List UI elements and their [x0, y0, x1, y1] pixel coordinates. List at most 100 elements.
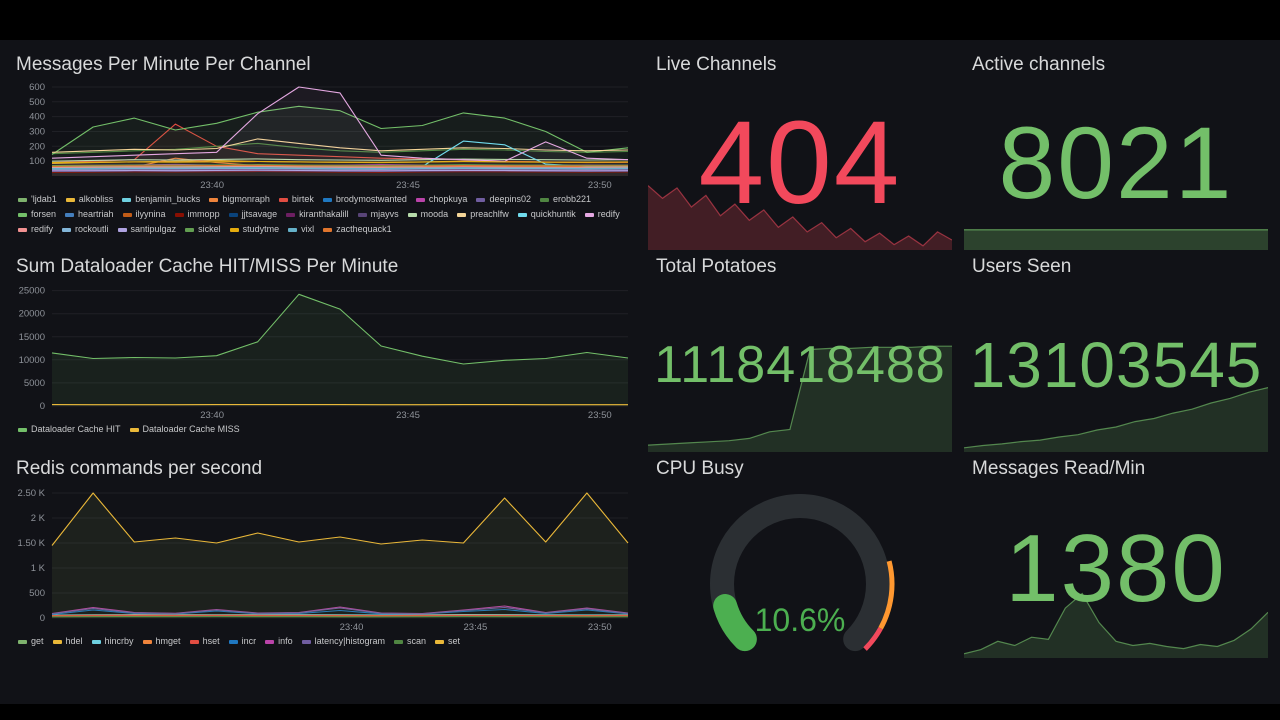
panel-title-cpu-busy[interactable]: CPU Busy [656, 458, 744, 479]
legend-swatch [18, 639, 27, 644]
legend-item[interactable]: redify [18, 223, 53, 236]
legend-item[interactable]: set [435, 635, 460, 648]
legend-item[interactable]: info [265, 635, 293, 648]
legend-label: chopkuya [428, 194, 468, 204]
legend-item[interactable]: chopkuya [415, 193, 468, 206]
svg-text:300: 300 [29, 127, 45, 138]
legend-item[interactable]: bigmonraph [209, 193, 270, 206]
legend-label: heartriah [78, 209, 114, 219]
legend-item[interactable]: benjamin_bucks [122, 193, 200, 206]
legend-swatch [457, 212, 467, 217]
panel-users-seen: Users Seen 13103545 [963, 250, 1269, 452]
legend-swatch [185, 227, 195, 232]
legend-label: hset [202, 636, 220, 646]
svg-text:0: 0 [40, 613, 45, 624]
panel-title-active-channels[interactable]: Active channels [972, 54, 1106, 75]
dataloader-chart[interactable]: 0 5000 10000 15000 20000 25000 23:40 23:45 23:50 [8, 281, 636, 421]
svg-text:2 K: 2 K [31, 513, 46, 524]
panel-dataloader-cache: Sum Dataloader Cache HIT/MISS Per Minute… [8, 250, 636, 452]
panel-title-dataloader[interactable]: Sum Dataloader Cache HIT/MISS Per Minute [16, 256, 399, 277]
panel-title-users-seen[interactable]: Users Seen [972, 256, 1072, 277]
panel-title-live-channels[interactable]: Live Channels [656, 54, 777, 75]
legend-label: 'ljdab1 [31, 194, 57, 204]
legend-item[interactable]: mjayvs [357, 208, 399, 221]
legend-item[interactable]: studytme [229, 223, 280, 236]
legend-swatch [52, 639, 62, 644]
legend-item[interactable]: Dataloader Cache MISS [129, 423, 240, 436]
legend-swatch [228, 639, 238, 644]
legend-item[interactable]: scan [393, 635, 426, 648]
svg-text:23:50: 23:50 [588, 180, 612, 191]
legend-label: brodymostwanted [335, 194, 407, 204]
legend-swatch [91, 639, 101, 644]
legend-label: preachlfw [470, 209, 509, 219]
legend-label: studytme [242, 224, 280, 234]
legend-item[interactable]: kiranthakalill [286, 208, 349, 221]
legend-label: rockoutli [75, 224, 109, 234]
panel-title-redis[interactable]: Redis commands per second [16, 458, 263, 479]
legend-item[interactable]: preachlfw [457, 208, 509, 221]
legend-item[interactable]: Dataloader Cache HIT [18, 423, 121, 436]
legend-swatch [209, 197, 219, 202]
panel-title-messages[interactable]: Messages Per Minute Per Channel [16, 54, 311, 75]
legend-label: set [448, 636, 461, 646]
legend-item[interactable]: alkobliss [65, 193, 113, 206]
legend-label: forsen [31, 209, 57, 219]
legend-item[interactable]: latency|histogram [301, 635, 385, 648]
legend-swatch [228, 212, 238, 217]
legend-label: redify [597, 209, 620, 219]
legend-item[interactable]: brodymostwanted [322, 193, 407, 206]
redis-chart[interactable]: 0 500 1 K 1.50 K 2 K 2.50 K 23:40 23:45 23:50 [8, 483, 636, 633]
legend-swatch [18, 427, 27, 432]
svg-text:25000: 25000 [19, 286, 45, 297]
legend-item[interactable]: hincrby [91, 635, 134, 648]
legend-label: redify [31, 224, 54, 234]
svg-text:100: 100 [29, 156, 45, 167]
legend-item[interactable]: hset [189, 635, 220, 648]
legend-item[interactable]: 'ljdab1 [18, 193, 57, 206]
legend-swatch [584, 212, 594, 217]
legend-item[interactable]: santipulgaz [117, 223, 177, 236]
legend-item[interactable]: quickhuntik [517, 208, 576, 221]
legend-item[interactable]: birtek [278, 193, 314, 206]
svg-text:2.50 K: 2.50 K [18, 488, 46, 499]
legend-item[interactable]: erobb221 [539, 193, 591, 206]
panel-messages-per-minute: Messages Per Minute Per Channel 100 200 30… [8, 48, 636, 250]
legend-item[interactable]: jjtsavage [228, 208, 278, 221]
legend-item[interactable]: heartriah [65, 208, 114, 221]
legend-label: benjamin_bucks [135, 194, 201, 204]
legend-item[interactable]: get [18, 635, 44, 648]
svg-text:10000: 10000 [19, 355, 45, 366]
legend-label: latency|histogram [314, 636, 385, 646]
legend-item[interactable]: zacthequack1 [323, 223, 392, 236]
panel-title-messages-read[interactable]: Messages Read/Min [972, 458, 1146, 479]
legend-label: get [31, 636, 44, 646]
legend-swatch [393, 639, 403, 644]
legend-swatch [265, 639, 275, 644]
svg-text:500: 500 [29, 588, 45, 599]
legend-label: jjtsavage [241, 209, 278, 219]
svg-text:23:40: 23:40 [200, 410, 224, 421]
legend-label: hincrby [104, 636, 134, 646]
legend-item[interactable]: forsen [18, 208, 56, 221]
legend-item[interactable]: rockoutli [62, 223, 109, 236]
svg-text:23:45: 23:45 [464, 622, 488, 633]
legend-item[interactable]: mooda [407, 208, 448, 221]
legend-item[interactable]: ilyynina [122, 208, 166, 221]
legend-item[interactable]: hdel [52, 635, 83, 648]
legend-item[interactable]: vixl [288, 223, 314, 236]
legend-label: santipulgaz [130, 224, 177, 234]
messages-per-minute-chart[interactable]: 100 200 300 400 500 600 23:40 23:45 23:50 [8, 79, 636, 191]
legend-item[interactable]: sickel [185, 223, 221, 236]
svg-text:23:40: 23:40 [340, 622, 364, 633]
live-channels-value: 404 [698, 97, 902, 229]
legend-item[interactable]: redify [584, 208, 620, 221]
dataloader-legend: Dataloader Cache HIT Dataloader Cache MIS… [8, 421, 636, 436]
panel-title-total-potatoes[interactable]: Total Potatoes [656, 256, 777, 277]
legend-item[interactable]: hmget [142, 635, 181, 648]
legend-item[interactable]: deepins02 [476, 193, 531, 206]
legend-item[interactable]: incr [228, 635, 256, 648]
messages-read-sparkline [963, 588, 1269, 658]
legend-label: deepins02 [489, 194, 531, 204]
legend-item[interactable]: immopp [174, 208, 220, 221]
